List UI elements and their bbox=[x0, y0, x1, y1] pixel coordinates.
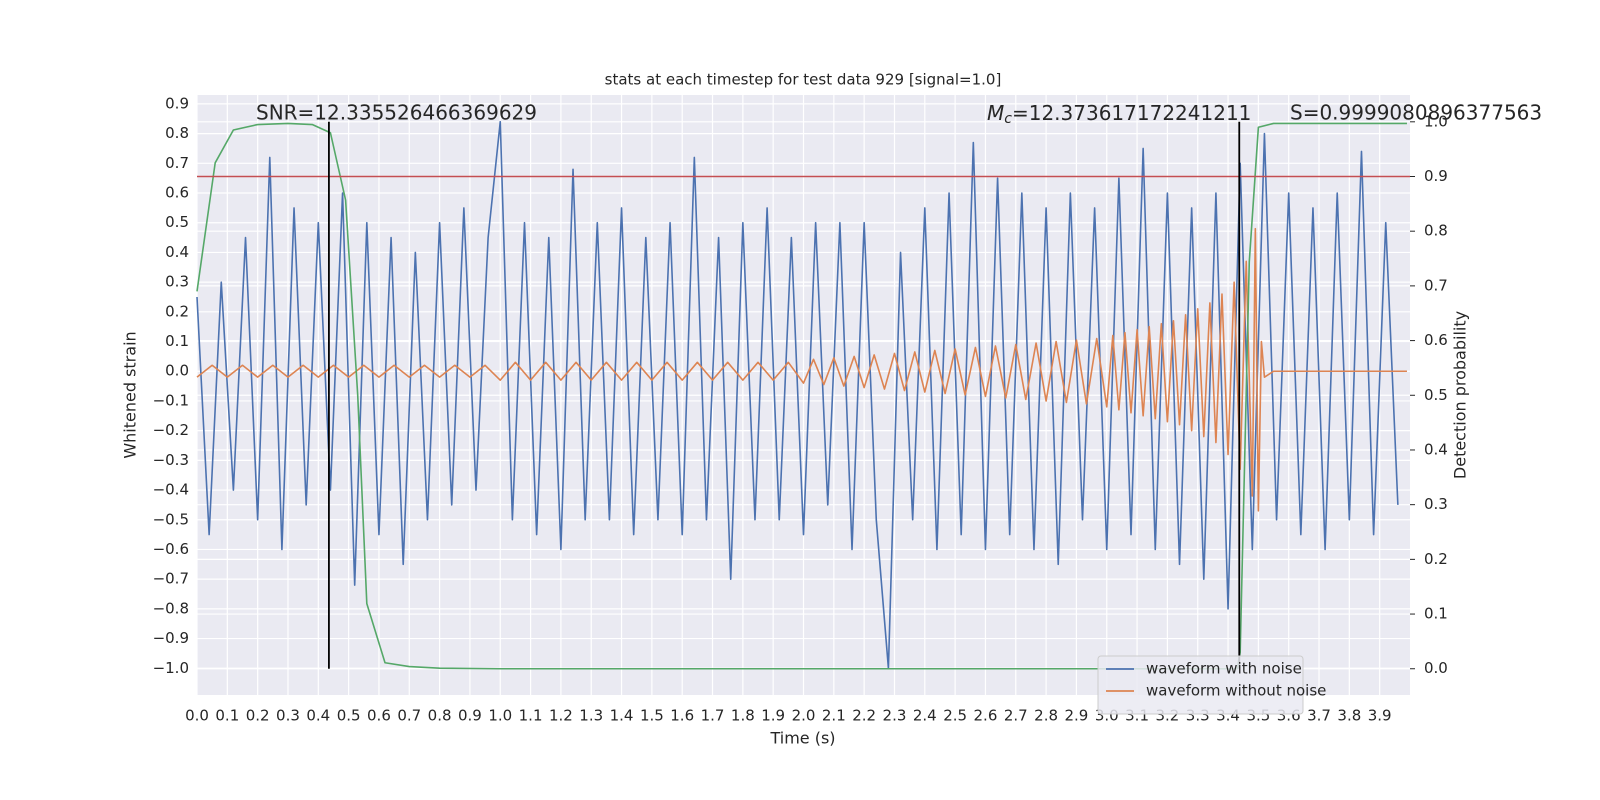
x-tick-label: 1.7 bbox=[701, 707, 725, 725]
y-tick-label: 0.4 bbox=[165, 243, 189, 261]
x-tick-label: 2.2 bbox=[852, 707, 876, 725]
x-tick-label: 2.7 bbox=[1004, 707, 1028, 725]
legend-label: waveform without noise bbox=[1146, 682, 1326, 700]
x-tick-label: 0.5 bbox=[337, 707, 361, 725]
y-tick-label: 0.5 bbox=[165, 213, 189, 231]
y-tick-label: 0.3 bbox=[165, 273, 189, 291]
legend: waveform with noise waveform without nois… bbox=[1097, 655, 1326, 715]
x-tick-label: 1.4 bbox=[610, 707, 634, 725]
y-axis-label: Whitened strain bbox=[121, 331, 140, 458]
x-tick-label: 0.1 bbox=[215, 707, 239, 725]
x-tick-label: 0.4 bbox=[306, 707, 330, 725]
y-tick-label: 0.8 bbox=[165, 124, 189, 142]
annotation: SNR=12.335526466369629 bbox=[256, 101, 537, 125]
x-tick-label: 1.6 bbox=[670, 707, 694, 725]
x-tick-label: 2.3 bbox=[883, 707, 907, 725]
annotation-subscript: c bbox=[1004, 111, 1012, 127]
legend-box bbox=[1097, 655, 1304, 715]
x-tick-label: 2.8 bbox=[1034, 707, 1058, 725]
x-tick-label: 2.5 bbox=[943, 707, 967, 725]
x-tick-label: 2.4 bbox=[913, 707, 937, 725]
y-tick-label: 0.9 bbox=[165, 94, 189, 112]
y-tick-label: 0.2 bbox=[165, 302, 189, 320]
y-tick-label: −0.3 bbox=[153, 451, 189, 469]
y2-tick-label: 1.0 bbox=[1424, 112, 1448, 130]
annotation: S=0.9999080896377563 bbox=[1290, 101, 1542, 125]
y-tick-label: −0.9 bbox=[153, 629, 189, 647]
y2-tick-label: 0.3 bbox=[1424, 495, 1448, 513]
y-tick-label: −0.1 bbox=[153, 391, 189, 409]
x-tick-label: 3.7 bbox=[1307, 707, 1331, 725]
x-tick-label: 1.2 bbox=[549, 707, 573, 725]
y2-tick-label: 0.5 bbox=[1424, 386, 1448, 404]
x-tick-label: 1.0 bbox=[488, 707, 512, 725]
y-tick-label: −0.5 bbox=[153, 510, 189, 528]
x-tick-label: 2.9 bbox=[1064, 707, 1088, 725]
y-tick-label: 0.1 bbox=[165, 332, 189, 350]
y2-tick-label: 0.2 bbox=[1424, 550, 1448, 568]
x-tick-label: 0.8 bbox=[428, 707, 452, 725]
y-tick-label: −0.8 bbox=[153, 599, 189, 617]
x-tick-label: 2.0 bbox=[792, 707, 816, 725]
x-tick-label: 3.9 bbox=[1368, 707, 1392, 725]
x-tick-label: 0.9 bbox=[458, 707, 482, 725]
marks bbox=[196, 120, 1410, 670]
x-tick-label: 1.9 bbox=[761, 707, 785, 725]
y2-axis-label: Detection probability bbox=[1451, 311, 1470, 479]
chart-title: stats at each timestep for test data 929… bbox=[605, 71, 1002, 89]
x-tick-label: 3.8 bbox=[1337, 707, 1361, 725]
y-tick-label: −0.2 bbox=[153, 421, 189, 439]
y2-tick-label: 0.0 bbox=[1424, 659, 1448, 677]
annotation-symbol: M bbox=[987, 101, 1004, 125]
y2-tick-label: 0.8 bbox=[1424, 222, 1448, 240]
y2-tick-label: 0.1 bbox=[1424, 605, 1448, 623]
y-tick-label: −0.7 bbox=[153, 570, 189, 588]
x-axis-label: Time (s) bbox=[769, 729, 835, 748]
y2-tick-label: 0.4 bbox=[1424, 440, 1448, 458]
series-line bbox=[196, 120, 1399, 670]
y-tick-label: 0.7 bbox=[165, 154, 189, 172]
x-tick-label: 1.5 bbox=[640, 707, 664, 725]
annotation: Mc=12.373617172241211 bbox=[987, 101, 1251, 128]
y2-tick-label: 0.9 bbox=[1424, 167, 1448, 185]
y2-tick-label: 0.6 bbox=[1424, 331, 1448, 349]
y-tick-label: 0.6 bbox=[165, 184, 189, 202]
x-tick-label: 2.6 bbox=[974, 707, 998, 725]
y-tick-label: 0.0 bbox=[165, 362, 189, 380]
x-tick-label: 0.2 bbox=[246, 707, 270, 725]
x-tick-label: 1.3 bbox=[579, 707, 603, 725]
series-line bbox=[196, 227, 1407, 512]
legend-label: waveform with noise bbox=[1146, 660, 1302, 678]
x-tick-label: 2.1 bbox=[822, 707, 846, 725]
x-tick-label: 0.0 bbox=[185, 707, 209, 725]
x-tick-label: 1.8 bbox=[731, 707, 755, 725]
series-line bbox=[196, 122, 1407, 670]
y2-tick-label: 0.7 bbox=[1424, 276, 1448, 294]
x-tick-label: 0.6 bbox=[367, 707, 391, 725]
x-tick-label: 1.1 bbox=[519, 707, 543, 725]
y-tick-label: −1.0 bbox=[153, 659, 189, 677]
y-tick-label: −0.6 bbox=[153, 540, 189, 558]
annotation-text: =12.373617172241211 bbox=[1012, 101, 1251, 125]
x-tick-label: 0.7 bbox=[397, 707, 421, 725]
x-tick-label: 0.3 bbox=[276, 707, 300, 725]
y-tick-label: −0.4 bbox=[153, 481, 189, 499]
